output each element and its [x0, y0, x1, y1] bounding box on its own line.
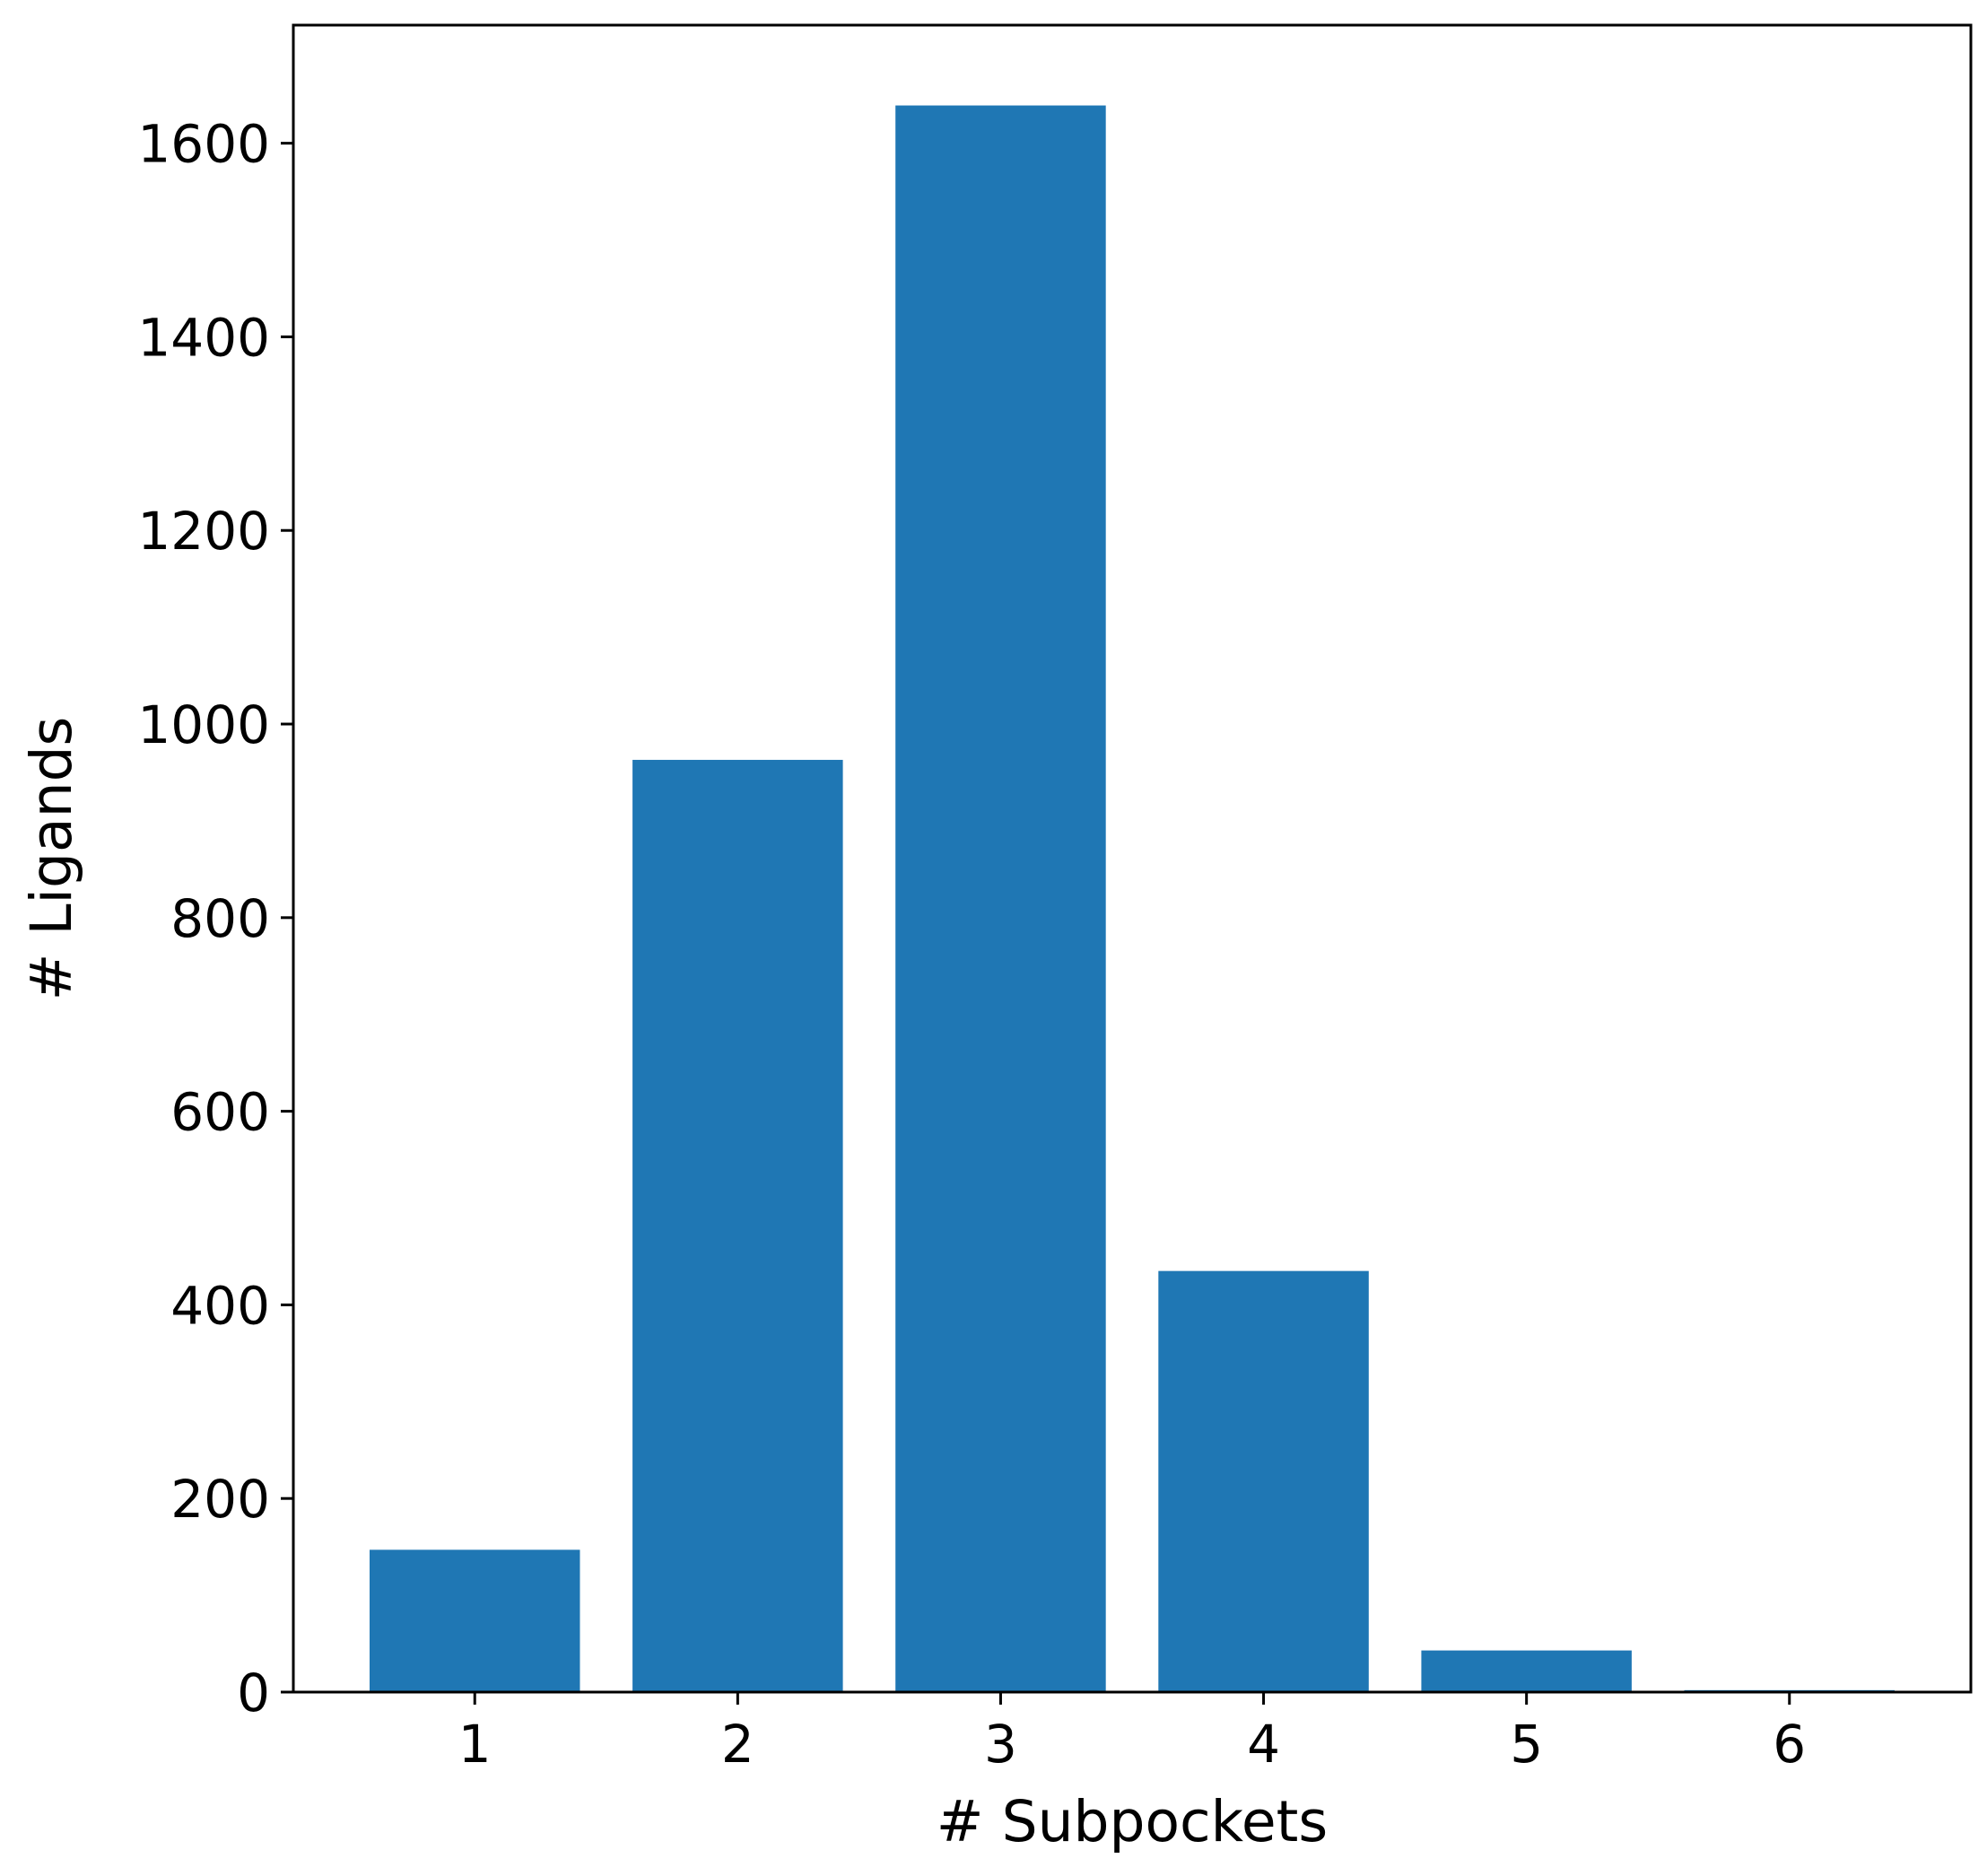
bar-3 — [895, 105, 1106, 1692]
y-tick-label: 800 — [170, 888, 270, 949]
y-tick-label: 200 — [170, 1469, 270, 1530]
x-tick-label: 2 — [721, 1714, 754, 1775]
x-tick-label: 4 — [1247, 1714, 1280, 1775]
y-tick-label: 600 — [170, 1082, 270, 1143]
x-axis-label: # Subpockets — [937, 1789, 1328, 1854]
bar-5 — [1421, 1650, 1632, 1692]
y-tick-label: 1000 — [137, 694, 270, 755]
x-tick-label: 6 — [1773, 1714, 1806, 1775]
plot-frame — [292, 23, 1973, 1694]
x-axis-ticks: 1 2 3 4 5 6 — [458, 1692, 1806, 1775]
bar-2 — [632, 759, 843, 1692]
bar-4 — [1158, 1270, 1369, 1692]
x-tick-label: 3 — [984, 1714, 1017, 1775]
x-tick-label: 5 — [1510, 1714, 1543, 1775]
y-tick-label: 1600 — [137, 114, 270, 175]
bar-1 — [370, 1549, 580, 1692]
y-axis-label: # Ligands — [19, 717, 84, 1001]
y-tick-label: 400 — [170, 1275, 270, 1336]
bars-group — [370, 105, 1895, 1692]
y-tick-label: 0 — [237, 1662, 270, 1723]
y-tick-label: 1400 — [137, 307, 270, 368]
y-tick-label: 1200 — [137, 501, 270, 562]
x-tick-label: 1 — [458, 1714, 492, 1775]
y-axis-ticks: 0 200 400 600 800 1000 1200 1400 1600 — [137, 114, 293, 1723]
